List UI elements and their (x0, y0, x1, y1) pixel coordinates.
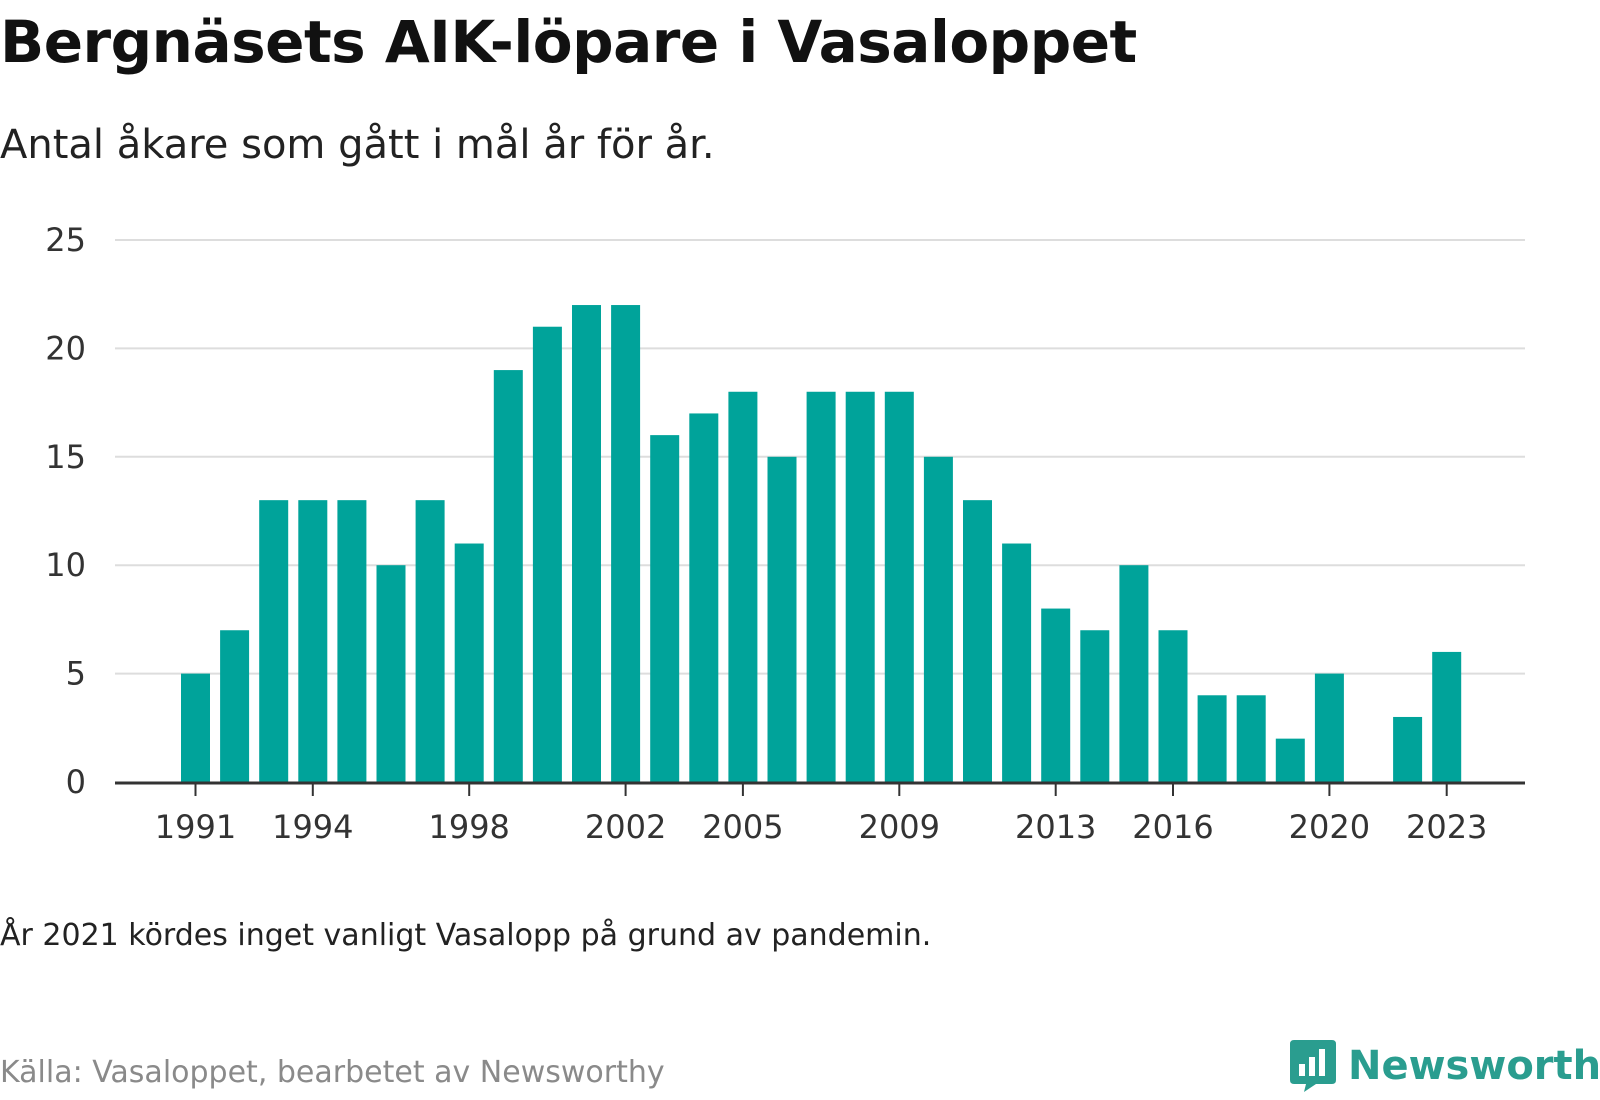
y-axis-ticks: 0 5 10 15 20 25 (45, 221, 86, 801)
x-tick-label: 2013 (1015, 808, 1096, 846)
x-tick-label: 2009 (859, 808, 940, 846)
x-tick-label: 1998 (428, 808, 509, 846)
bar-2009 (884, 391, 914, 782)
y-tick-label: 20 (45, 329, 86, 367)
y-tick-label: 25 (45, 221, 86, 259)
source-credit: Källa: Vasaloppet, bearbetet av Newswort… (0, 1055, 665, 1090)
bar-2006 (767, 456, 797, 782)
bar-2012 (1002, 543, 1032, 782)
newsworthy-logo-icon (1290, 1040, 1336, 1092)
bar-2020 (1314, 673, 1344, 782)
brand-name: Newsworthy (1348, 1043, 1600, 1089)
bar-1995 (337, 500, 367, 782)
y-tick-label: 10 (45, 546, 86, 584)
bar-1999 (493, 370, 523, 782)
bar-2007 (806, 391, 836, 782)
x-tick-label: 2023 (1406, 808, 1487, 846)
bar-1997 (415, 500, 445, 782)
x-tick-label: 2005 (702, 808, 783, 846)
y-tick-label: 0 (66, 763, 86, 801)
bar-2005 (728, 391, 758, 782)
bar-2000 (532, 326, 562, 782)
bar-2008 (845, 391, 875, 782)
bar-2004 (689, 413, 719, 782)
bar-2011 (963, 500, 992, 782)
bar-2015 (1119, 565, 1149, 782)
x-tick-label: 1991 (155, 808, 236, 846)
bar-1994 (298, 500, 328, 782)
footnote: År 2021 kördes inget vanligt Vasalopp på… (0, 918, 932, 953)
bar-2003 (650, 435, 680, 782)
x-tick-label: 2016 (1132, 808, 1213, 846)
bar-2023 (1432, 651, 1462, 782)
x-tick-label: 1994 (272, 808, 353, 846)
bar-1998 (454, 543, 484, 782)
bars (181, 305, 1462, 782)
bar-1992 (220, 630, 250, 782)
bar-2019 (1275, 738, 1305, 782)
bar-2016 (1158, 630, 1188, 782)
bar-2013 (1041, 608, 1071, 782)
bar-1996 (376, 565, 406, 782)
bar-2014 (1080, 630, 1110, 782)
x-axis-ticks: 1991 1994 1998 2002 2005 2009 2013 2016 2020 2023 (155, 784, 1487, 846)
brand-logo: Newsworthy (1290, 1040, 1600, 1092)
bar-2022 (1393, 716, 1423, 782)
bar-1993 (259, 500, 289, 782)
bar-2001 (572, 305, 601, 782)
y-tick-label: 5 (66, 655, 86, 693)
bar-1991 (181, 673, 210, 782)
y-tick-label: 15 (45, 438, 86, 476)
chart-subtitle: Antal åkare som gått i mål år för år. (0, 122, 715, 168)
chart-title: Bergnäsets AIK-löpare i Vasaloppet (0, 8, 1137, 76)
bar-2010 (923, 456, 953, 782)
x-tick-label: 2002 (585, 808, 666, 846)
x-tick-label: 2020 (1289, 808, 1370, 846)
bar-2002 (611, 305, 641, 782)
bar-chart: 0 5 10 15 20 25 1991 1994 1998 2002 2005 2009 2013 2… (45, 221, 1525, 846)
bar-2017 (1197, 695, 1227, 782)
bar-2018 (1236, 695, 1266, 782)
